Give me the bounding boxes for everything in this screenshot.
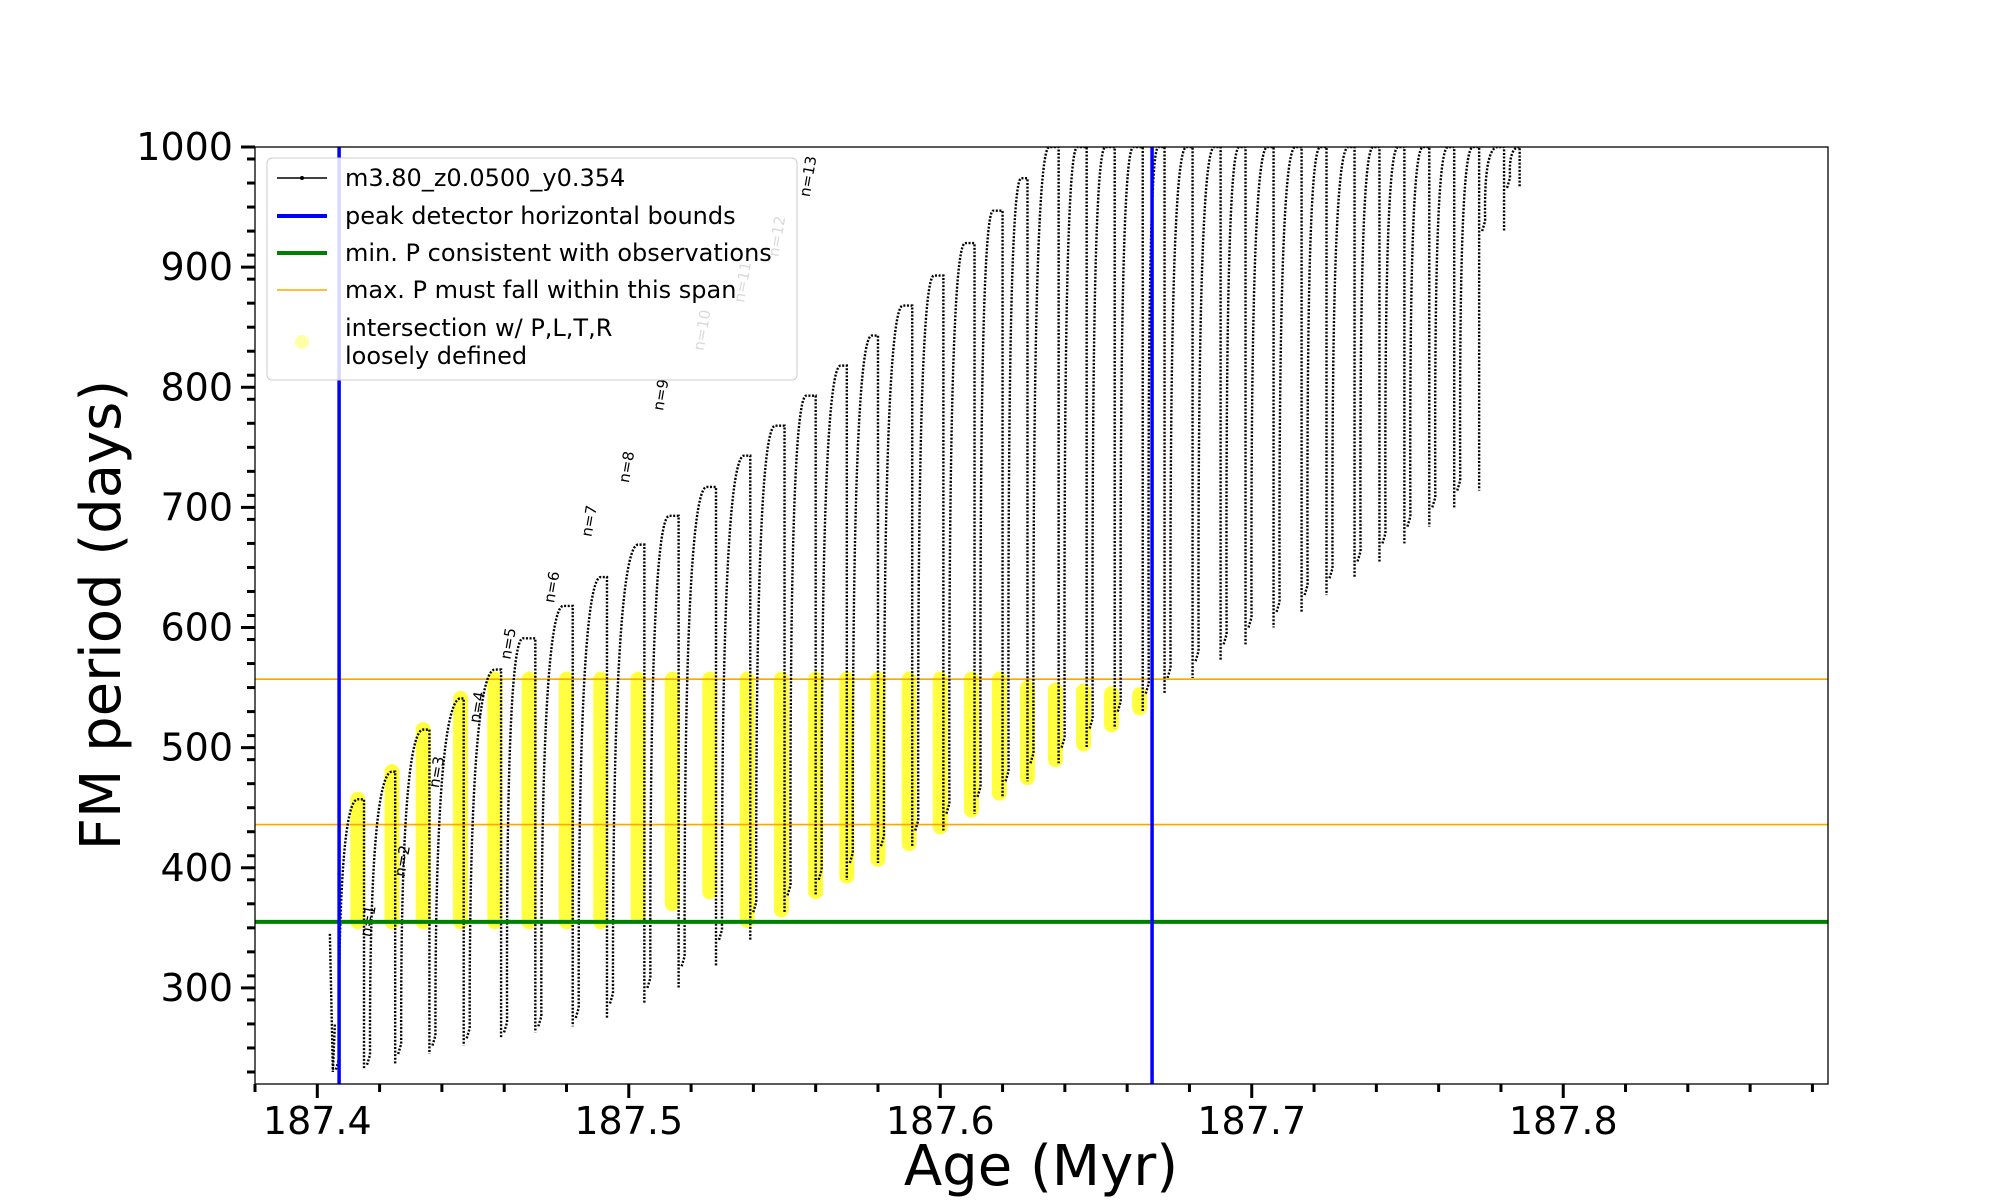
plot-area: n=1n=2n=3n=4n=5n=6n=7n=8n=9n=10n=11n=12n… (255, 147, 1828, 1084)
axes: 187.4 187.5 187.6 187.7 187.8 300 400 500 600 700… (136, 125, 1814, 1143)
y-tick-label: 300 (160, 966, 233, 1010)
period-pulse (1194, 147, 1222, 662)
y-tick-label: 800 (160, 365, 233, 409)
period-pulse (1222, 147, 1247, 645)
period-pulse (752, 424, 786, 913)
period-pulse (1431, 147, 1456, 508)
y-tick-label: 700 (160, 485, 233, 529)
period-pulse (1247, 147, 1275, 628)
mode-label: n=5 (497, 626, 520, 660)
period-pulse (1356, 147, 1381, 562)
period-pulse (1144, 147, 1166, 694)
period-pulse (945, 241, 976, 815)
period-pulse (976, 209, 1004, 798)
y-tick-label: 400 (160, 846, 233, 890)
period-pulse (879, 304, 914, 847)
period-pulse (646, 514, 680, 989)
period-pulse (328, 933, 337, 1073)
period-pulse (574, 575, 609, 1019)
orange-span-lines (255, 678, 1828, 826)
mode-label: n=2 (391, 844, 414, 878)
period-pulse (465, 668, 503, 1039)
period-pulse (502, 637, 537, 1033)
legend-label: peak detector horizontal bounds (345, 202, 736, 230)
y-tick-label: 600 (160, 606, 233, 650)
period-pulse (848, 334, 880, 864)
period-pulse (1275, 147, 1303, 613)
period-pulse (365, 770, 397, 1066)
period-series (328, 147, 1521, 1073)
legend-label: m3.80_z0.0500_y0.354 (345, 164, 625, 192)
period-pulse (1505, 147, 1521, 189)
period-pulse (1166, 147, 1194, 679)
legend-label: max. P must fall within this span (345, 276, 736, 304)
period-pulse (1060, 147, 1088, 748)
period-pulse (1088, 147, 1116, 729)
period-pulse (680, 485, 718, 967)
period-pulse (786, 394, 817, 896)
period-pulse (608, 543, 646, 1004)
legend-marker-swatch (300, 176, 304, 180)
y-axis-label: FM period (days) (69, 380, 134, 850)
legend-frame (266, 157, 798, 381)
mode-label: n=7 (578, 504, 601, 538)
period-pulse (1303, 147, 1328, 596)
mode-label: n=3 (425, 755, 448, 789)
period-pulse (817, 364, 849, 881)
x-tick-label: 187.7 (1197, 1099, 1306, 1143)
x-tick-label: 187.4 (263, 1099, 372, 1143)
mode-label: n=6 (540, 570, 563, 604)
legend-label: min. P consistent with observations (345, 239, 772, 267)
period-pulse (717, 454, 752, 941)
period-pulse (1116, 147, 1144, 712)
period-pulse (1029, 147, 1060, 764)
period-pulse (1406, 147, 1431, 527)
x-tick-label: 187.8 (1509, 1099, 1618, 1143)
intersection-markers (350, 671, 1148, 930)
legend-label: intersection w/ P,L,T,R (345, 314, 612, 342)
period-pulse (1004, 177, 1029, 782)
legend-marker-swatch (295, 335, 309, 349)
period-pulse (431, 697, 465, 1046)
x-tick-label: 187.5 (574, 1099, 683, 1143)
mode-label: n=4 (465, 690, 488, 724)
y-tick-label: 500 (160, 726, 233, 770)
period-pulse (1381, 147, 1406, 544)
period-pulse (1456, 147, 1481, 491)
y-tick-label: 1000 (136, 125, 233, 169)
y-tick-label: 900 (160, 245, 233, 289)
x-tick-label: 187.6 (886, 1099, 995, 1143)
legend-label: loosely defined (345, 342, 527, 370)
x-axis-label: Age (Myr) (904, 1134, 1178, 1199)
mode-label: n=9 (649, 378, 672, 412)
mode-label: n=8 (615, 450, 638, 484)
